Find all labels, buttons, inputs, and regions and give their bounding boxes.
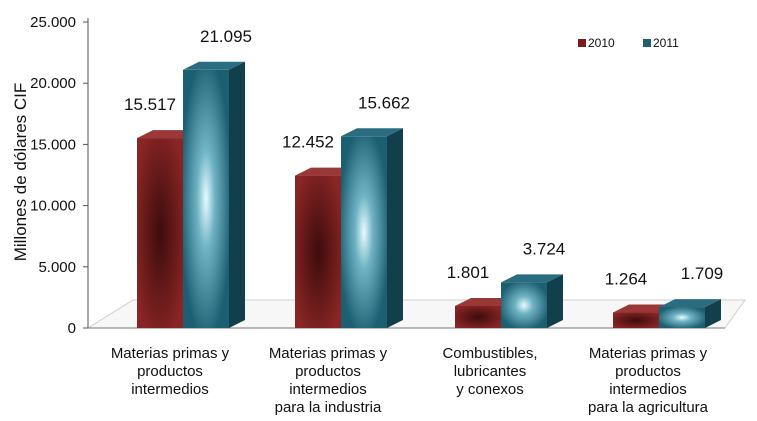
bar-2011-top	[341, 128, 403, 137]
bar-2010	[295, 175, 341, 328]
category-label: Materias primas y	[269, 345, 388, 362]
legend-swatch-2010	[578, 39, 586, 47]
bar-2011	[341, 136, 387, 328]
bars	[137, 61, 721, 328]
category-label: Materias primas y	[111, 345, 230, 362]
data-label: 3.724	[523, 239, 566, 258]
data-label: 15.517	[124, 95, 176, 114]
data-labels: 15.517 12.452 1.801 1.264 21.095 15.662 3.724 1…	[124, 27, 723, 289]
bar-2011-top	[183, 61, 245, 70]
data-label: 1.801	[447, 263, 490, 282]
category-label: lubricantes	[454, 363, 527, 380]
data-label: 12.452	[282, 133, 334, 152]
bar-2010	[455, 305, 501, 328]
data-label: 1.709	[681, 264, 724, 283]
category-label: y conexos	[456, 381, 524, 398]
legend: 2010 2011	[578, 36, 679, 50]
category-label: intermedios	[289, 381, 367, 398]
legend-label-2011: 2011	[653, 36, 679, 50]
category-label: productos	[615, 363, 681, 380]
bar-2011-side	[229, 61, 245, 328]
y-tick-label: 10.000	[30, 198, 76, 215]
bar-2011-side	[547, 274, 563, 328]
category-label: Materias primas y	[589, 345, 708, 362]
data-label: 15.662	[358, 93, 410, 112]
bar-2011-side	[387, 128, 403, 328]
bar-2011	[659, 307, 705, 328]
legend-label-2010: 2010	[588, 36, 615, 50]
data-label: 21.095	[200, 27, 252, 46]
bar-2011-top	[659, 299, 721, 308]
y-axis-label: Millones de dólares CIF	[11, 83, 30, 262]
bar-2011	[183, 69, 229, 328]
bar-2010	[613, 312, 659, 328]
y-tick-label: 20.000	[30, 75, 76, 92]
y-tick-label: 25.000	[30, 14, 76, 31]
category-label: productos	[295, 363, 361, 380]
category-label: productos	[137, 363, 203, 380]
category-label: intermedios	[131, 381, 209, 398]
category-label: para la agricultura	[588, 399, 709, 416]
bar-2011-side	[705, 299, 721, 328]
category-label: intermedios	[609, 381, 687, 398]
category-label: para la industria	[275, 399, 382, 416]
category-label: Combustibles,	[442, 345, 537, 362]
category-labels: Materias primas yproductosintermediosMat…	[111, 345, 709, 416]
y-tick-label: 15.000	[30, 136, 76, 153]
data-label: 1.264	[605, 270, 648, 289]
bar-2011	[501, 282, 547, 328]
y-tick-label: 5.000	[38, 259, 76, 276]
y-tick-label: 0	[68, 320, 76, 337]
bar-2010	[137, 138, 183, 328]
bar-2011-top	[501, 274, 563, 283]
legend-swatch-2011	[643, 39, 651, 47]
axes: 0 5.000 10.000 15.000 20.000 25.000	[30, 14, 746, 337]
